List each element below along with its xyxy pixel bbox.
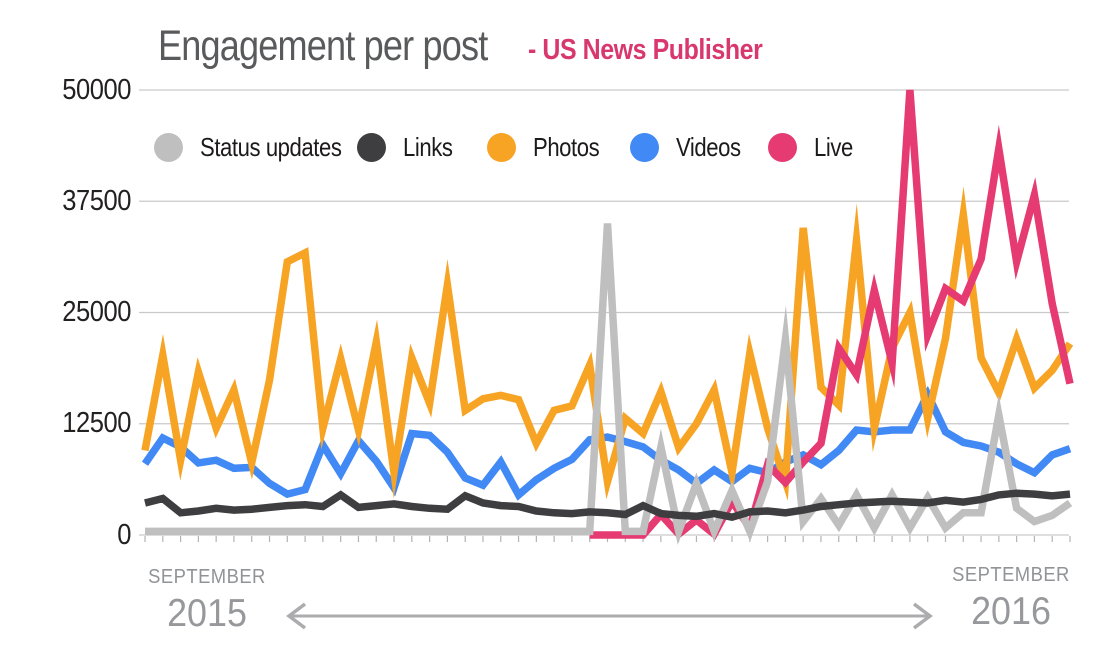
- arrow-head-left-icon: [286, 602, 307, 630]
- photos-dot-icon: [487, 132, 516, 162]
- status-updates-line: [145, 223, 1073, 545]
- y-axis-label-50000: 50000: [62, 74, 131, 106]
- start-year-label: 2015: [167, 592, 247, 635]
- status-updates-dot-icon: [154, 132, 183, 162]
- end-month-label: SEPTEMBER: [952, 564, 1070, 586]
- legend-item-links: Links: [357, 131, 461, 163]
- chart-title-main: Engagement per post: [158, 22, 488, 70]
- legend-label: Photos: [533, 131, 600, 162]
- arrow-head-right-icon: [912, 602, 933, 630]
- chart-title-subtitle: - US News Publisher: [528, 34, 763, 66]
- legend-label: Links: [403, 131, 453, 162]
- end-year-label: 2016: [971, 590, 1051, 633]
- x-axis-end-label: SEPTEMBER 2016: [938, 564, 1084, 634]
- legend-label: Status updates: [200, 131, 342, 162]
- y-axis-label-37500: 37500: [62, 185, 131, 217]
- x-axis-start-label: SEPTEMBER 2015: [134, 566, 280, 636]
- live-line: [589, 89, 1074, 540]
- photos-line: [141, 186, 1074, 501]
- legend-item-live: Live: [768, 131, 860, 163]
- data-series-lines: [141, 89, 1074, 545]
- videos-dot-icon: [630, 132, 659, 162]
- x-axis-ticks: [144, 536, 1071, 542]
- chart-title: Engagement per post - US News Publisher: [158, 22, 763, 70]
- start-month-label: SEPTEMBER: [148, 566, 266, 588]
- legend-item-photos: Photos: [487, 131, 611, 163]
- links-line: [144, 489, 1071, 522]
- links-dot-icon: [357, 132, 386, 162]
- videos-line: [141, 385, 1072, 501]
- legend-label: Live: [814, 131, 853, 162]
- legend-item-status-updates: Status updates: [154, 131, 366, 163]
- date-range-arrow: [286, 602, 933, 630]
- live-dot-icon: [768, 132, 797, 162]
- y-axis-label-12500: 12500: [62, 407, 131, 439]
- y-axis-label-25000: 25000: [62, 296, 131, 328]
- legend-item-videos: Videos: [630, 131, 752, 163]
- y-axis-label-0: 0: [117, 519, 131, 551]
- legend-label: Videos: [676, 131, 741, 162]
